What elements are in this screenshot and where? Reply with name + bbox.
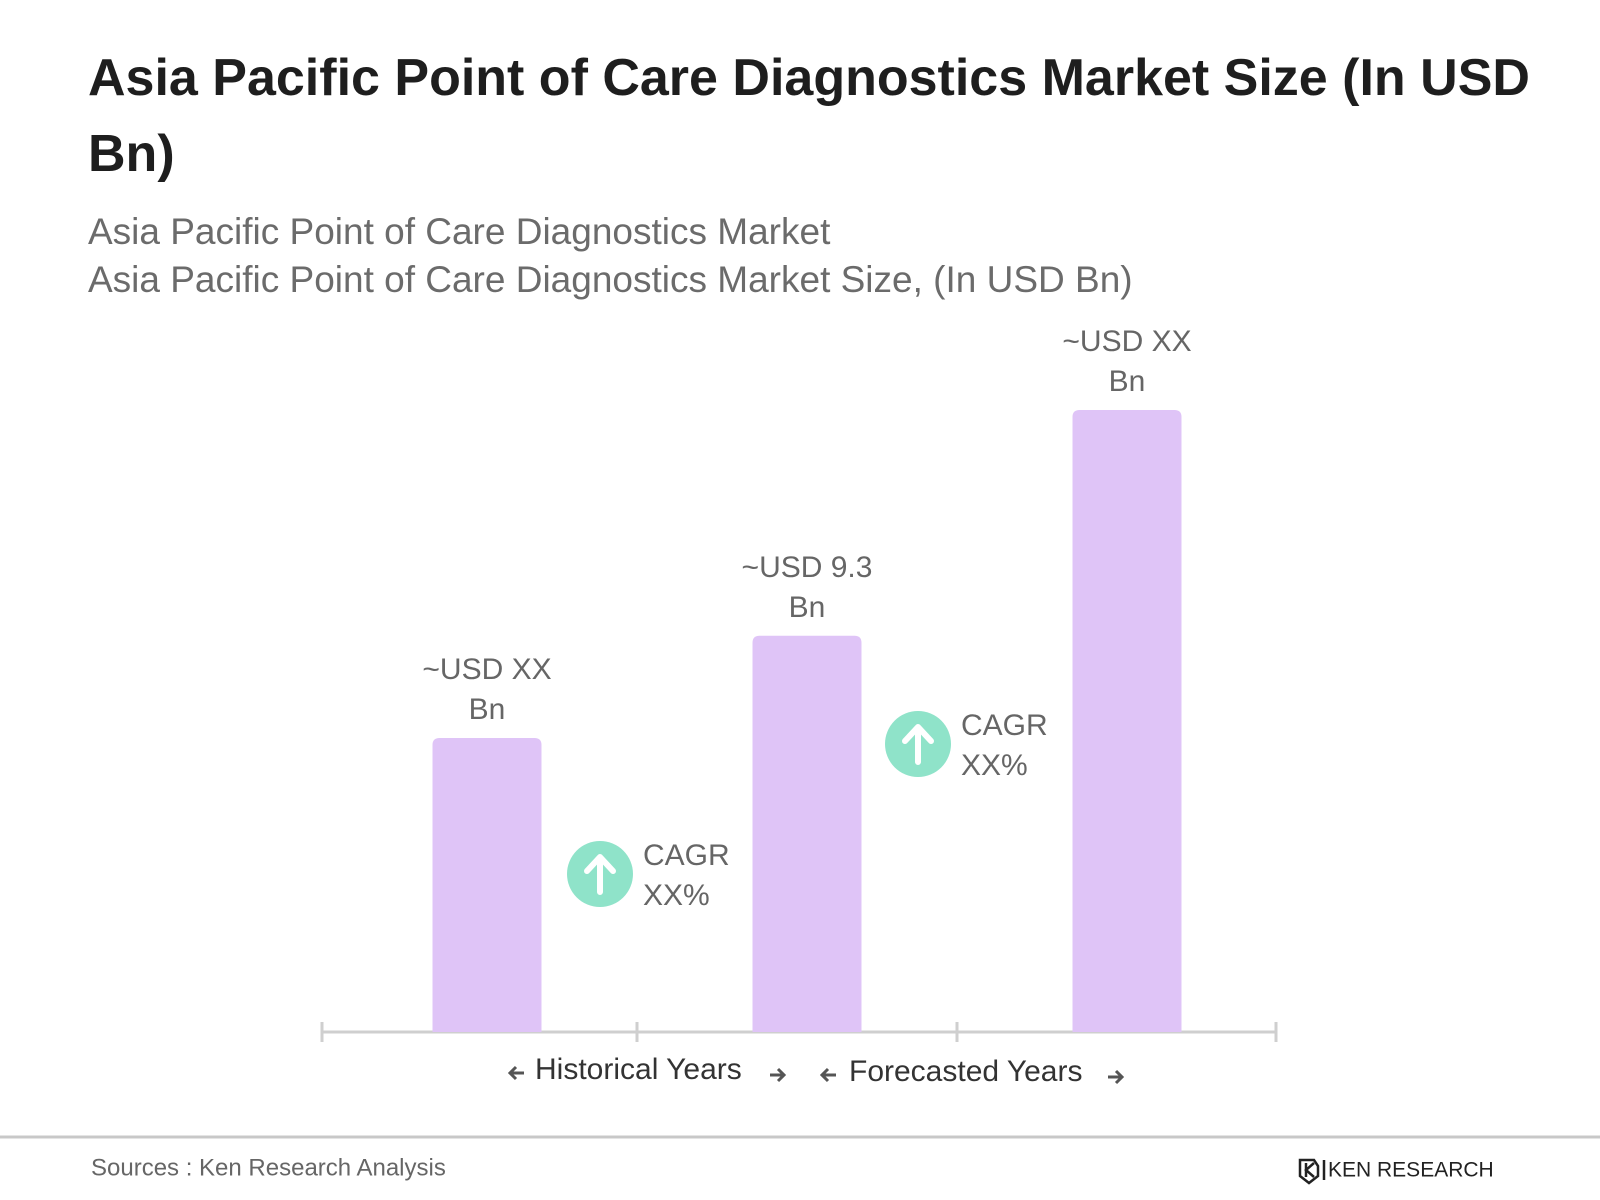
period-label: Historical Years: [535, 1053, 742, 1086]
value-label: ~USD 9.3 Bn: [741, 550, 873, 624]
subtitle: Asia Pacific Point of Care Diagnostics M…: [88, 259, 1133, 300]
bar: [1072, 410, 1182, 1032]
cagr-arrow: [902, 724, 934, 765]
cagr-label: CAGR XX%: [643, 839, 730, 912]
period-label: Forecasted Years: [849, 1055, 1083, 1088]
period-arrows: [507, 1065, 1125, 1085]
cagr-label: CAGR XX%: [961, 709, 1048, 782]
value-label: ~USD XX Bn: [1062, 325, 1192, 398]
value-label: ~USD XX Bn: [422, 653, 552, 727]
bar: [432, 738, 542, 1032]
brand: KEN RESEARCH: [1328, 1159, 1494, 1182]
cagr-arrow: [584, 854, 616, 895]
chart-title: Asia Pacific Point of Care Diagnostics M…: [88, 49, 1530, 183]
bar: [752, 635, 862, 1032]
subtitle: Asia Pacific Point of Care Diagnostics M…: [88, 211, 831, 252]
brand-logo: [1298, 1158, 1326, 1185]
source: Sources : Ken Research Analysis: [91, 1154, 446, 1181]
